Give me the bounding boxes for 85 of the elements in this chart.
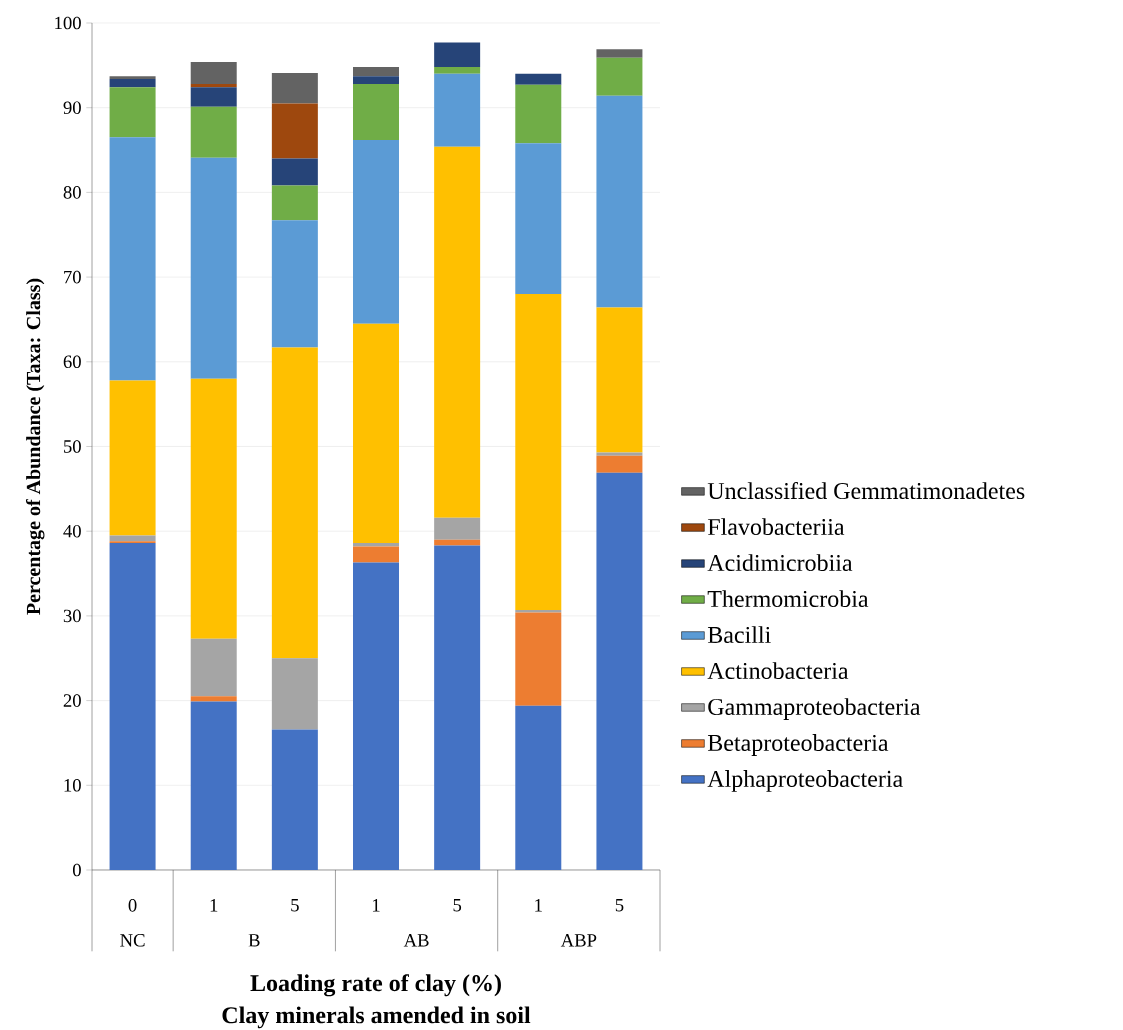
bar xyxy=(515,73,562,85)
bar xyxy=(271,347,318,659)
x-tick-label: 5 xyxy=(615,899,624,912)
bar xyxy=(515,705,562,870)
bar xyxy=(434,545,481,870)
legend-label: Gammaproteobacteria xyxy=(708,698,921,720)
y-tick-label: 20 xyxy=(63,694,81,707)
bar xyxy=(353,76,399,84)
y-tick-label: 100 xyxy=(55,16,81,30)
legend-label: Actinobacteria xyxy=(707,662,849,680)
legend-label: Acidimicrobiia xyxy=(707,554,853,572)
x-tick-label: 5 xyxy=(291,899,299,912)
bar xyxy=(596,452,643,456)
x-tick-label: 1 xyxy=(372,899,380,912)
bar xyxy=(353,546,399,563)
legend-label: Betaproteobacteria xyxy=(707,734,889,756)
bar xyxy=(596,95,643,308)
y-tick-label: 60 xyxy=(63,355,81,369)
bar xyxy=(109,137,156,381)
bar xyxy=(271,72,318,104)
x-tick-label: 5 xyxy=(453,899,462,912)
x-tick-label: 1 xyxy=(210,899,218,912)
bar xyxy=(353,139,399,324)
bar xyxy=(596,57,643,96)
bar xyxy=(271,729,318,870)
bar xyxy=(109,87,156,138)
x-axis-title: Loading rate of clay (%) xyxy=(250,974,501,997)
bar xyxy=(190,378,237,639)
bar xyxy=(109,380,156,536)
bar xyxy=(271,220,318,348)
bar xyxy=(271,158,318,186)
y-tick-label: 30 xyxy=(63,609,81,623)
bar xyxy=(109,535,156,542)
bar xyxy=(515,612,562,706)
text: ABP xyxy=(560,934,597,947)
y-tick-label: 90 xyxy=(63,101,81,114)
bar xyxy=(190,157,237,379)
bar xyxy=(353,323,399,544)
legend-label: Alphaproteobacteria xyxy=(707,770,903,792)
bar xyxy=(515,294,562,610)
bar xyxy=(271,658,318,730)
bar xyxy=(434,517,481,540)
bar xyxy=(190,87,237,107)
bar xyxy=(515,143,562,295)
y-tick-label: 80 xyxy=(63,186,81,199)
y-tick-label: 70 xyxy=(64,270,81,284)
y-tick-label: 10 xyxy=(64,778,81,792)
y-tick-label: 40 xyxy=(63,524,81,538)
bar xyxy=(596,455,643,473)
bar xyxy=(190,701,237,870)
bar xyxy=(353,562,399,870)
legend-label: Thermomicrobia xyxy=(707,590,869,608)
bar xyxy=(271,185,318,221)
y-tick-label: 0 xyxy=(72,863,81,877)
text: NC xyxy=(120,934,145,947)
bar xyxy=(109,78,156,88)
bar xyxy=(190,106,237,158)
bar xyxy=(190,696,237,702)
bar xyxy=(190,638,237,697)
bar xyxy=(109,543,156,870)
bar xyxy=(434,73,481,147)
bar xyxy=(353,67,399,77)
legend-label: Unclassified Gemmatimonadetes xyxy=(707,481,1025,500)
text: B xyxy=(248,934,260,947)
bar xyxy=(190,61,237,84)
bar xyxy=(596,49,643,58)
bar xyxy=(353,83,399,140)
bar xyxy=(109,76,156,79)
bar xyxy=(434,67,481,74)
bar xyxy=(434,539,481,546)
bar xyxy=(434,146,481,518)
y-tick-label: 50 xyxy=(64,440,81,453)
x-tick-label: 1 xyxy=(535,899,542,912)
bar xyxy=(515,84,562,144)
bar xyxy=(434,42,481,68)
text: Clay minerals amended in soil xyxy=(222,1006,531,1029)
y-axis-title: Percentage of Abundance (Taxa: Class) xyxy=(25,278,45,615)
bar xyxy=(596,307,643,453)
text: AB xyxy=(403,934,429,947)
bar xyxy=(596,472,643,870)
bar xyxy=(271,103,318,159)
x-tick-label: 0 xyxy=(128,899,137,912)
bar xyxy=(515,609,562,613)
legend-label: Flavobacteriia xyxy=(707,518,845,536)
legend-label: Bacilli xyxy=(707,626,771,644)
